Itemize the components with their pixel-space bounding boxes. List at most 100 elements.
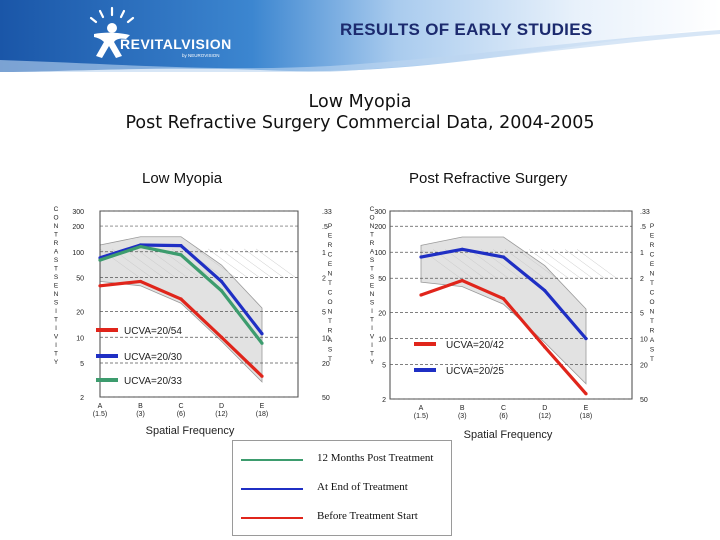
x-tick-label: D [219,403,224,410]
y-axis-letter-right: C [650,252,655,259]
x-tick-label: (3) [136,411,145,418]
x-tick-label: (18) [580,413,592,420]
data-point [219,289,224,293]
y-axis-letter-right: R [328,242,333,249]
y-axis-letter-right: E [328,261,333,268]
data-point [419,293,423,297]
y-tick-label-left: 50 [378,276,386,283]
x-axis-label: Spatial Frequency [146,425,235,437]
y-axis-letter-left: A [54,249,59,256]
y-axis-letter-left: T [54,266,58,273]
x-tick-label: E [584,405,589,412]
band-hatch [243,248,285,279]
data-point [419,255,423,259]
legend-label: Before Treatment Start [317,510,418,522]
y-axis-letter-left: O [369,215,374,222]
main-title-line2: Post Refractive Surgery Commercial Data,… [125,113,595,133]
y-tick-label-left: 20 [378,311,386,318]
band-hatch [195,248,237,279]
y-tick-label-right: 5 [640,311,644,318]
y-axis-letter-right: S [650,347,655,354]
band-hatch [540,249,582,279]
legend-swatch-green [241,459,303,461]
data-point [460,278,464,283]
y-axis-letter-left: C [370,206,375,213]
y-axis-letter-right: N [328,271,333,278]
brand-subtitle: by NEUROVISION [182,53,220,58]
band-hatch [207,248,249,279]
y-tick-label-left: 5 [382,363,386,370]
y-tick-label-right: 2 [640,276,644,283]
data-point [501,255,506,259]
y-tick-label-right: 50 [640,397,648,404]
y-tick-label-left: 10 [76,335,84,342]
y-axis-letter-right: E [650,261,655,268]
data-point [460,247,464,251]
legend-item-end-of-treatment: At End of Treatment [241,478,441,498]
band-hatch [231,248,273,279]
y-tick-label-left: 100 [374,250,386,257]
y-axis-letter-right: S [328,347,333,354]
x-tick-label: B [460,405,465,412]
y-axis-letter-left: S [54,274,59,281]
y-axis-letter-right: T [650,280,654,287]
x-tick-label: (12) [215,411,227,418]
y-tick-label-right: .33 [640,209,650,216]
data-point [260,374,264,378]
band-hatch [159,248,201,279]
band-hatch [552,249,594,279]
chart-title-low-myopia: Low Myopia [142,170,223,187]
x-tick-label: (6) [177,411,186,418]
band-hatch [468,249,510,279]
header-banner: REVITALVISION by NEUROVISION RESULTS OF … [0,0,720,72]
x-tick-label: (3) [458,413,467,420]
band-hatch [444,249,486,279]
y-axis-letter-left: Y [370,359,375,366]
y-axis-letter-left: E [54,283,59,290]
x-tick-label: A [419,405,424,412]
series-legend-label: UCVA=20/54 [124,326,182,337]
y-tick-label-left: 2 [80,395,84,402]
y-axis-letter-left: T [370,266,374,273]
x-tick-label: B [138,403,143,410]
y-axis-letter-left: C [54,206,59,213]
x-tick-label: (1.5) [414,413,428,420]
y-tick-label-right: 20 [640,363,648,370]
y-axis-letter-left: I [371,342,373,349]
data-point [179,253,183,257]
y-axis-letter-right: O [327,299,332,306]
y-axis-letter-right: R [650,242,655,249]
legend-box: 12 Months Post Treatment At End of Treat… [232,440,452,536]
y-axis-letter-left: O [53,215,58,222]
legend-label: 12 Months Post Treatment [317,452,434,464]
data-point [219,335,224,339]
data-point [543,345,547,349]
data-point [584,337,588,341]
band-hatch [516,249,558,279]
y-axis-letter-left: I [371,308,373,315]
chart-title-post-refractive: Post Refractive Surgery [409,170,568,187]
x-tick-label: C [501,405,506,412]
band-hatch [504,249,546,279]
x-tick-label: (12) [539,413,551,420]
y-axis-letter-right: N [650,271,655,278]
y-axis-letter-left: I [55,325,57,332]
y-axis-letter-left: S [370,257,375,264]
band-hatch [456,249,498,279]
y-axis-letter-left: V [370,334,375,341]
x-tick-label: E [260,403,265,410]
y-tick-label-right: 2 [322,276,326,283]
y-axis-letter-right: T [650,356,654,363]
y-tick-label-right: 5 [322,310,326,317]
y-axis-letter-right: C [328,290,333,297]
legend-swatch-blue [241,488,303,490]
y-axis-letter-left: E [370,283,375,290]
y-axis-letter-left: N [370,223,375,230]
y-axis-letter-left: Y [54,359,59,366]
x-tick-label: D [542,405,547,412]
y-axis-letter-left: T [370,232,374,239]
y-axis-letter-right: N [650,309,655,316]
legend-item-12-months: 12 Months Post Treatment [241,449,441,469]
data-point [501,297,506,301]
band-hatch [576,249,618,279]
